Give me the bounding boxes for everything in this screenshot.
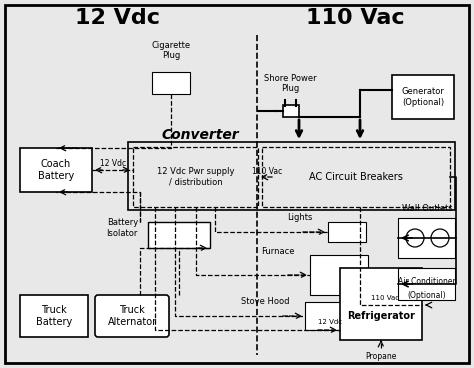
Text: Furnace: Furnace — [262, 247, 295, 255]
Bar — [328, 222, 366, 242]
Bar — [398, 268, 455, 300]
FancyBboxPatch shape — [95, 295, 169, 337]
Text: Wall Outlets: Wall Outlets — [401, 204, 452, 213]
Text: Air Conditioner: Air Conditioner — [398, 276, 456, 286]
Bar — [310, 255, 368, 295]
Text: Propane: Propane — [365, 352, 397, 361]
Text: 110 Vac: 110 Vac — [306, 8, 404, 28]
Text: Battery
Isolator: Battery Isolator — [107, 218, 138, 238]
Text: Truck
Battery: Truck Battery — [36, 305, 72, 327]
Text: Generator
(Optional): Generator (Optional) — [401, 87, 445, 107]
Text: 110 Vac: 110 Vac — [252, 166, 282, 176]
Text: Refrigerator: Refrigerator — [347, 311, 415, 321]
Text: Stove Hood: Stove Hood — [241, 297, 290, 305]
Text: Shore Power
Plug: Shore Power Plug — [264, 74, 316, 93]
Bar — [20, 295, 88, 337]
Text: 12 Vdc Pwr supply
/ distribution: 12 Vdc Pwr supply / distribution — [157, 167, 235, 187]
Text: Cigarette
Plug: Cigarette Plug — [151, 40, 191, 60]
Text: 12 Vdc: 12 Vdc — [318, 319, 342, 325]
Bar — [392, 75, 454, 119]
Text: 12 Vdc: 12 Vdc — [75, 8, 161, 28]
Text: 110 Vac: 110 Vac — [371, 295, 399, 301]
Text: Coach
Battery: Coach Battery — [38, 159, 74, 181]
Bar — [283, 105, 299, 117]
Text: Converter: Converter — [161, 128, 239, 142]
Text: (Optional): (Optional) — [408, 291, 447, 301]
Bar — [262, 147, 450, 207]
Bar — [128, 142, 455, 210]
Text: AC Circuit Breakers: AC Circuit Breakers — [309, 172, 403, 182]
Bar — [398, 218, 455, 258]
Bar — [148, 222, 210, 248]
Text: Truck
Alternator: Truck Alternator — [108, 305, 156, 327]
Bar — [133, 147, 258, 207]
Bar — [305, 302, 350, 330]
Text: Lights: Lights — [288, 213, 313, 223]
Bar — [20, 148, 92, 192]
Bar — [340, 268, 422, 340]
Bar — [152, 72, 190, 94]
Text: 12 Vdc: 12 Vdc — [100, 159, 126, 167]
